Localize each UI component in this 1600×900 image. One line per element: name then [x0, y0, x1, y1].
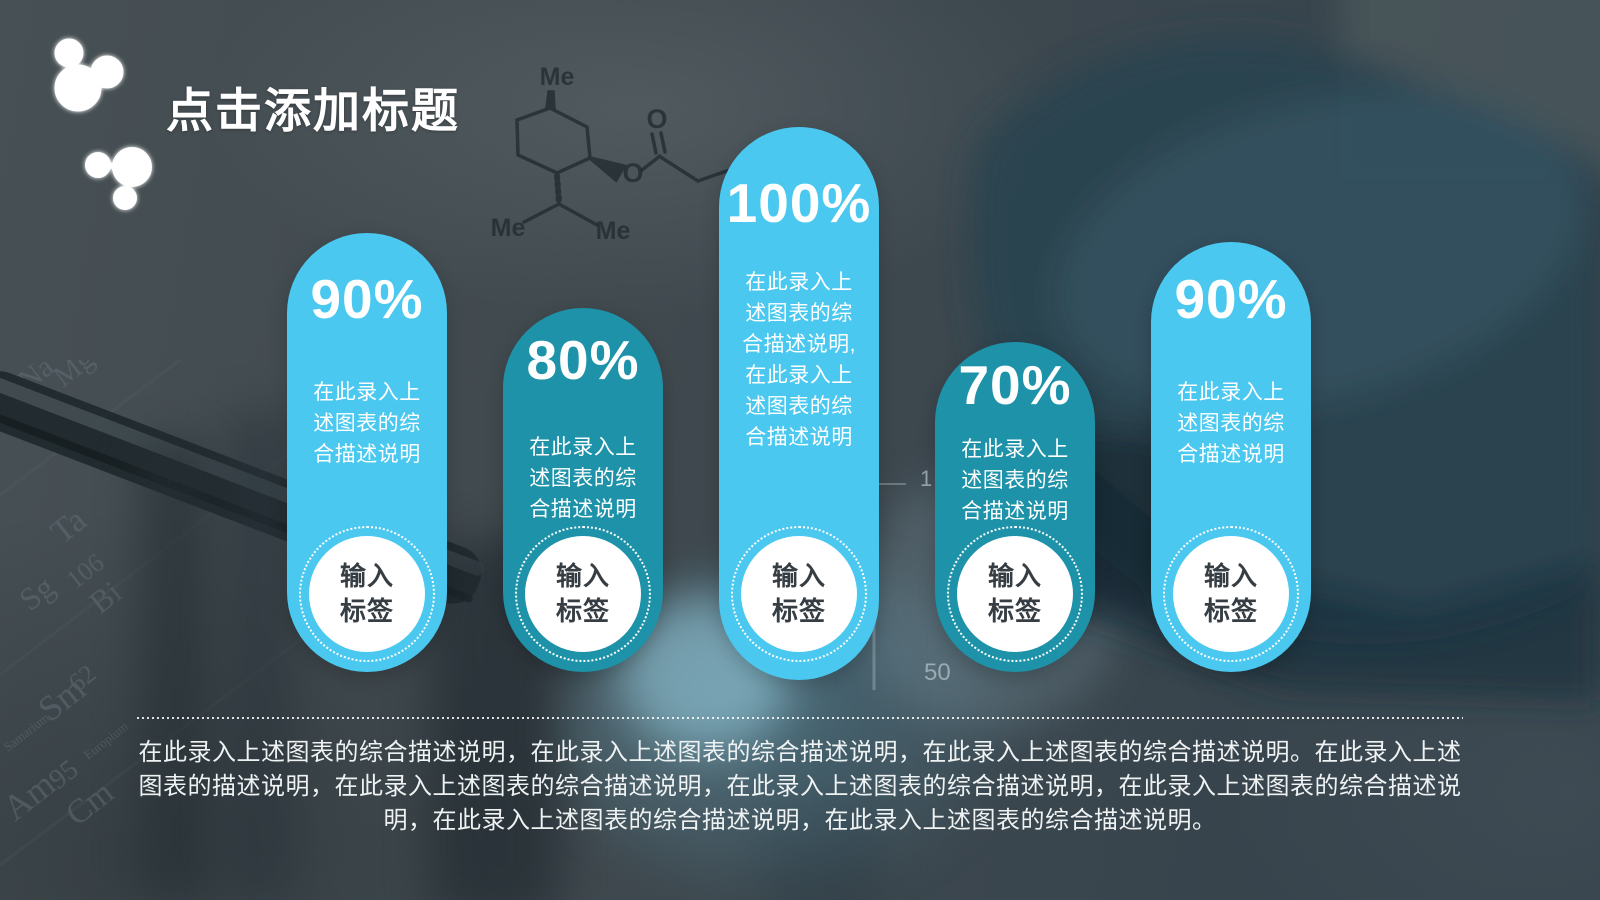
tag-label: 输入标签 [555, 561, 610, 626]
chem-label-me: Me [491, 214, 526, 242]
bottle-silhouette [140, 440, 210, 900]
pill-description[interactable]: 在此录入上 述图表的综 合描述说明 [1177, 381, 1285, 466]
percent-value[interactable]: 90% [310, 268, 424, 330]
chem-label-me: Me [540, 63, 575, 91]
chem-label-o: O [646, 104, 667, 134]
tag-label: 输入标签 [771, 561, 826, 626]
stat-pill-1: 90% 在此录入上 述图表的综 合描述说明 输入标签 [287, 233, 447, 672]
pill-description[interactable]: 在此录入上 述图表的综 合描述说明 [961, 438, 1069, 523]
element-label: Samarium [1, 710, 52, 755]
bottle-silhouette [228, 410, 294, 900]
slide-title[interactable]: 点击添加标题 [166, 84, 460, 137]
percent-value[interactable]: 70% [958, 354, 1072, 416]
tag-circle-button[interactable]: 输入标签 [947, 526, 1083, 662]
chem-structure-sketch: Me O O Me Me [491, 63, 740, 245]
tag-circle-button[interactable]: 输入标签 [299, 526, 435, 662]
molecule-decoration [54, 38, 152, 210]
graduation-label: 50 [924, 659, 951, 686]
chem-label-o: O [622, 158, 643, 188]
chem-label-me: Me [596, 217, 631, 245]
percent-value[interactable]: 90% [1174, 268, 1288, 330]
graduation-label: 1 [920, 466, 932, 491]
percent-value[interactable]: 80% [526, 329, 640, 391]
tag-label: 输入标签 [1203, 561, 1258, 626]
element-label: Europium [81, 719, 131, 763]
pill-description[interactable]: 在此录入上 述图表的综 合描述说明, 在此录入上 述图表的综 合描述说明 [742, 271, 856, 449]
molecule-icon [85, 147, 152, 210]
tag-label: 输入标签 [339, 561, 394, 626]
stat-pill-4: 70% 在此录入上 述图表的综 合描述说明 输入标签 [935, 342, 1095, 672]
tag-label: 输入标签 [987, 561, 1042, 626]
stat-pill-2: 80% 在此录入上 述图表的综 合描述说明 输入标签 [503, 308, 663, 672]
pill-description[interactable]: 在此录入上 述图表的综 合描述说明 [313, 381, 421, 466]
molecule-icon [54, 38, 124, 112]
tag-circle-button[interactable]: 输入标签 [1163, 526, 1299, 662]
summary-text[interactable]: 在此录入上述图表的综合描述说明，在此录入上述图表的综合描述说明，在此录入上述图表… [138, 739, 1462, 834]
tag-circle-button[interactable]: 输入标签 [731, 526, 867, 662]
stat-pill-3: 100% 在此录入上 述图表的综 合描述说明, 在此录入上 述图表的综 合描述说… [719, 127, 879, 680]
percent-value[interactable]: 100% [726, 172, 872, 234]
stat-pill-5: 90% 在此录入上 述图表的综 合描述说明 输入标签 [1151, 242, 1311, 672]
pill-description[interactable]: 在此录入上 述图表的综 合描述说明 [529, 436, 637, 521]
tag-circle-button[interactable]: 输入标签 [515, 526, 651, 662]
dotted-divider [137, 717, 1463, 719]
